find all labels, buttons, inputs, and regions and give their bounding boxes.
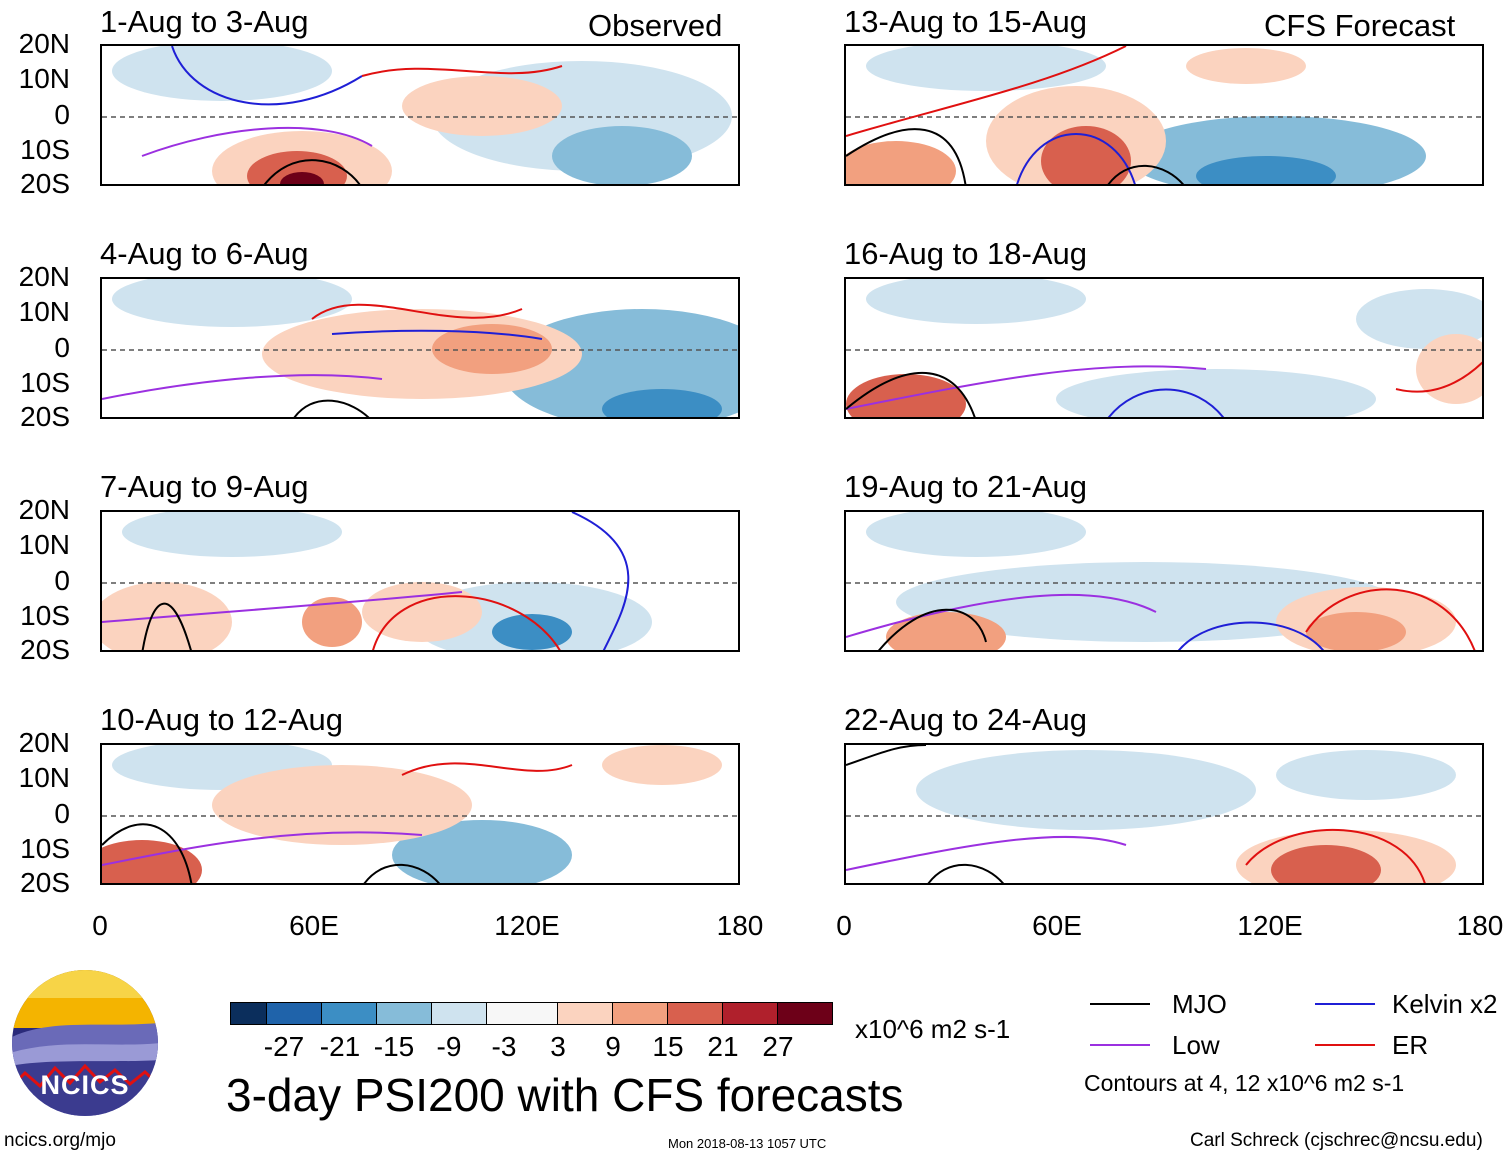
panel-title-5: 13-Aug to 15-Aug bbox=[844, 4, 1088, 39]
contours-note: Contours at 4, 12 x10^6 m2 s-1 bbox=[1084, 1070, 1405, 1096]
colorbar-swatch bbox=[376, 1002, 432, 1025]
lat-label-20s: 20S bbox=[20, 168, 70, 199]
legend-line-er bbox=[1315, 1044, 1375, 1046]
map-graphic bbox=[846, 46, 1482, 184]
map-graphic bbox=[102, 279, 738, 417]
lat-label-20n: 20N bbox=[18, 494, 70, 525]
colorbar-swatch bbox=[431, 1002, 487, 1025]
colorbar-tick: 15 bbox=[652, 1031, 684, 1062]
lat-label-0: 0 bbox=[54, 798, 70, 829]
legend-label-kelvin: Kelvin x2 bbox=[1392, 989, 1498, 1019]
lon-label-120e: 120E bbox=[494, 910, 560, 941]
legend-line-kelvin bbox=[1315, 1003, 1375, 1005]
map-graphic bbox=[846, 512, 1482, 650]
lon-label-0: 0 bbox=[836, 910, 852, 941]
colorbar-tick: -3 bbox=[491, 1031, 517, 1062]
colorbar-units: x10^6 m2 s-1 bbox=[855, 1014, 1011, 1044]
lat-label-20s: 20S bbox=[20, 401, 70, 432]
lat-label-0: 0 bbox=[54, 565, 70, 596]
colorbar-swatch bbox=[557, 1002, 613, 1025]
map-panel-6 bbox=[844, 277, 1484, 419]
lat-label-20n: 20N bbox=[18, 261, 70, 292]
lat-label-10n: 10N bbox=[18, 762, 70, 793]
colorbar-tick: 27 bbox=[762, 1031, 794, 1062]
legend-label-mjo: MJO bbox=[1172, 989, 1227, 1019]
main-title: 3-day PSI200 with CFS forecasts bbox=[226, 1069, 904, 1121]
lon-label-60e: 60E bbox=[289, 910, 339, 941]
footer-url: ncics.org/mjo bbox=[4, 1130, 116, 1151]
panel-title-2: 4-Aug to 6-Aug bbox=[100, 236, 309, 271]
lat-label-0: 0 bbox=[54, 99, 70, 130]
footer-credit: Carl Schreck (cjschrec@ncsu.edu) bbox=[1190, 1130, 1483, 1151]
lat-label-0: 0 bbox=[54, 332, 70, 363]
legend-label-low: Low bbox=[1172, 1030, 1220, 1060]
colorbar-swatch bbox=[230, 1002, 267, 1025]
legend-label-er: ER bbox=[1392, 1030, 1429, 1060]
colorbar-swatch bbox=[612, 1002, 668, 1025]
panel-title-7: 19-Aug to 21-Aug bbox=[844, 469, 1088, 504]
legend-line-mjo bbox=[1090, 1003, 1150, 1005]
observed-label: Observed bbox=[588, 8, 723, 43]
map-panel-2 bbox=[100, 277, 740, 419]
lat-label-10s: 10S bbox=[20, 833, 70, 864]
ncics-logo-text: NCICS bbox=[40, 1070, 130, 1100]
map-graphic bbox=[846, 745, 1482, 883]
colorbar-tick: 3 bbox=[550, 1031, 566, 1062]
colorbar-tick: -21 bbox=[319, 1031, 361, 1062]
lon-label-60e: 60E bbox=[1032, 910, 1082, 941]
ncics-logo-graphic bbox=[12, 970, 158, 1116]
lat-label-10s: 10S bbox=[20, 367, 70, 398]
lon-label-180: 180 bbox=[1456, 910, 1504, 941]
map-panel-4 bbox=[100, 743, 740, 885]
colorbar-tick: -9 bbox=[436, 1031, 462, 1062]
ncics-logo: NCICS bbox=[10, 968, 160, 1118]
panel-title-1: 1-Aug to 3-Aug bbox=[100, 4, 309, 39]
map-graphic bbox=[102, 745, 738, 883]
lat-label-10n: 10N bbox=[18, 63, 70, 94]
colorbar-tick: 9 bbox=[605, 1031, 621, 1062]
lat-label-20s: 20S bbox=[20, 634, 70, 665]
map-panel-3 bbox=[100, 510, 740, 652]
lon-label-0: 0 bbox=[92, 910, 108, 941]
lat-label-20n: 20N bbox=[18, 727, 70, 758]
panel-title-4: 10-Aug to 12-Aug bbox=[100, 702, 344, 737]
lon-label-120e: 120E bbox=[1237, 910, 1303, 941]
map-panel-5 bbox=[844, 44, 1484, 186]
panel-title-6: 16-Aug to 18-Aug bbox=[844, 236, 1088, 271]
colorbar-swatch bbox=[667, 1002, 723, 1025]
lat-label-10s: 10S bbox=[20, 600, 70, 631]
forecast-label: CFS Forecast bbox=[1264, 8, 1456, 43]
map-panel-7 bbox=[844, 510, 1484, 652]
lon-label-180: 180 bbox=[716, 910, 764, 941]
colorbar-swatch bbox=[266, 1002, 322, 1025]
footer-timestamp: Mon 2018-08-13 1057 UTC bbox=[668, 1136, 827, 1151]
map-graphic bbox=[102, 46, 738, 184]
colorbar-swatch bbox=[722, 1002, 778, 1025]
map-panel-1 bbox=[100, 44, 740, 186]
legend-line-low bbox=[1090, 1044, 1150, 1046]
colorbar-swatch bbox=[777, 1002, 833, 1025]
lat-label-10s: 10S bbox=[20, 134, 70, 165]
colorbar-swatch bbox=[486, 1002, 558, 1025]
map-graphic bbox=[846, 279, 1482, 417]
map-panel-8 bbox=[844, 743, 1484, 885]
lat-label-10n: 10N bbox=[18, 296, 70, 327]
map-graphic bbox=[102, 512, 738, 650]
lat-label-20s: 20S bbox=[20, 867, 70, 898]
colorbar-tick: -15 bbox=[373, 1031, 415, 1062]
lat-label-20n: 20N bbox=[18, 28, 70, 59]
panel-title-3: 7-Aug to 9-Aug bbox=[100, 469, 309, 504]
colorbar-tick: 21 bbox=[707, 1031, 739, 1062]
lat-label-10n: 10N bbox=[18, 529, 70, 560]
panel-title-8: 22-Aug to 24-Aug bbox=[844, 702, 1088, 737]
colorbar-tick: -27 bbox=[263, 1031, 305, 1062]
colorbar-swatch bbox=[321, 1002, 377, 1025]
